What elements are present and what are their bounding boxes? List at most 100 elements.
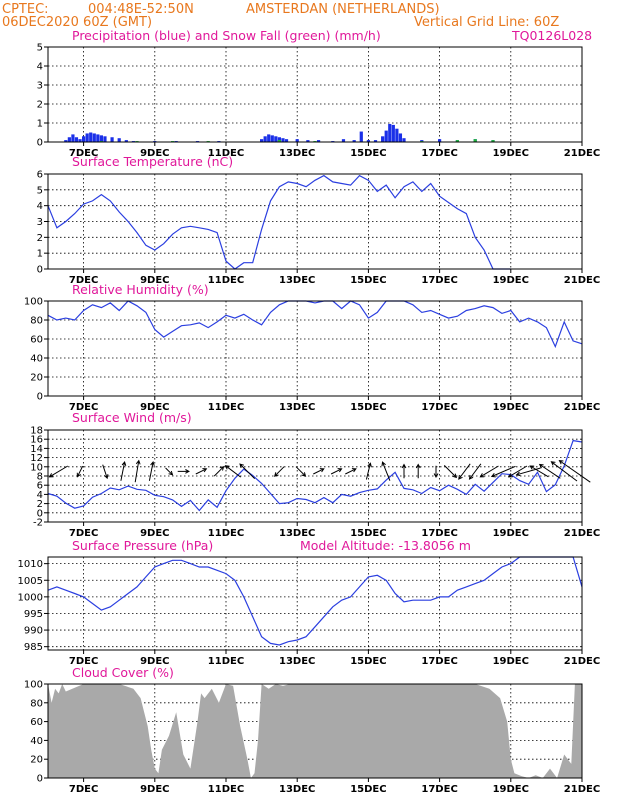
x-tick-label: 19DEC [493, 402, 529, 413]
y-tick-label: -2 [33, 518, 43, 529]
y-tick-label: 4 [37, 62, 43, 73]
x-tick-label: 9DEC [140, 148, 169, 159]
plot-frame [47, 683, 583, 779]
precip-bar [267, 134, 271, 142]
precip-bar [110, 137, 114, 142]
y-tick-label: 1 [37, 119, 43, 130]
plot-frame [47, 46, 583, 143]
x-tick-label: 11DEC [208, 784, 244, 795]
y-tick-label: 0 [37, 774, 43, 785]
x-tick-label: 15DEC [350, 784, 386, 795]
precip-bar [89, 132, 93, 142]
x-tick-label: 15DEC [350, 528, 386, 539]
y-tick-label: 3 [37, 81, 43, 92]
x-tick-label: 13DEC [279, 148, 315, 159]
x-tick-label: 7DEC [69, 148, 98, 159]
precip-bar [270, 135, 274, 142]
wind-arrow [529, 465, 549, 478]
wind-arrow [148, 460, 155, 481]
x-tick-label: 13DEC [279, 528, 315, 539]
precip-bar [388, 123, 392, 142]
precip-bar [103, 136, 107, 142]
header-city: AMSTERDAN (NETHERLANDS) [246, 2, 440, 17]
precip-bar [99, 135, 103, 142]
header-source: CPTEC: [2, 2, 49, 17]
y-tick-label: 12 [30, 453, 43, 464]
wind-arrow [224, 465, 241, 478]
wind-arrow [273, 466, 285, 477]
precip-plot: 0 1 2 3 4 5 7DEC 9DEC 11DEC 13DEC 15DEC 17DEC 19DEC 2… [37, 43, 601, 160]
y-tick-label: 5 [37, 43, 43, 54]
x-tick-label: 7DEC [69, 528, 98, 539]
precip-bar [384, 130, 388, 142]
wind-arrow [177, 469, 190, 474]
y-tick-label: 1000 [18, 592, 43, 603]
wind-arrow [550, 461, 578, 482]
y-tick-label: 40 [30, 354, 43, 365]
wind-arrow [507, 465, 528, 478]
wind-arrow [479, 465, 499, 478]
cloud-area [48, 684, 582, 778]
pressure-panel: Surface Pressure (hPa) Model Altitude: -… [18, 538, 601, 667]
wind-arrow [401, 463, 407, 479]
wind-arrow [490, 465, 516, 478]
wind-arrow [415, 463, 421, 479]
precip-bar [341, 139, 346, 142]
y-tick-label: 0 [37, 508, 43, 519]
y-tick-label: 6 [37, 170, 43, 181]
y-tick-label: 8 [37, 472, 43, 483]
wind-arrow [515, 467, 541, 477]
x-tick-label: 9DEC [140, 402, 169, 413]
y-tick-label: 40 [30, 736, 43, 747]
x-tick-label: 15DEC [350, 275, 386, 286]
precip-bar [284, 139, 289, 142]
y-tick-label: 2 [37, 499, 43, 510]
header-date: 06DEC2020 60Z (GMT) [2, 15, 152, 30]
x-tick-label: 17DEC [421, 402, 457, 413]
cloud-plot: 0 20 40 60 80 100 7DEC 9DEC 11DEC 13DEC 15DEC 17DEC… [24, 680, 600, 796]
y-tick-label: 0 [37, 138, 43, 149]
header-grid-note: Vertical Grid Line: 60Z [414, 15, 559, 30]
x-tick-label: 7DEC [69, 656, 98, 667]
wind-arrow [76, 465, 84, 478]
humidity-panel: Relative Humidity (%) 0 20 40 60 80 100 7DEC 9D… [24, 282, 600, 413]
y-tick-label: 1010 [18, 559, 43, 570]
humidity-plot: 0 20 40 60 80 100 7DEC 9DEC 11DEC 13DEC 15DEC 17DEC… [24, 297, 600, 414]
y-tick-label: 2 [37, 233, 43, 244]
plot-frame [47, 556, 583, 651]
x-tick-label: 13DEC [279, 275, 315, 286]
x-tick-label: 19DEC [493, 784, 529, 795]
x-tick-label: 11DEC [208, 275, 244, 286]
precip-bar [359, 131, 363, 142]
x-tick-label: 19DEC [493, 148, 529, 159]
humidity-title: Relative Humidity (%) [72, 282, 209, 297]
x-tick-label: 13DEC [279, 402, 315, 413]
precip-bar [74, 137, 79, 142]
wind-arrow [433, 465, 439, 479]
wind-arrow [213, 465, 225, 477]
x-tick-label: 9DEC [140, 275, 169, 286]
y-tick-label: 2 [37, 100, 43, 111]
x-tick-label: 13DEC [279, 784, 315, 795]
y-tick-label: 60 [30, 335, 43, 346]
y-tick-label: 0 [37, 392, 43, 403]
series-line [47, 556, 583, 646]
y-tick-label: 1 [37, 249, 43, 260]
x-tick-label: 21DEC [564, 656, 600, 667]
series-line [47, 439, 583, 512]
y-tick-label: 60 [30, 717, 43, 728]
series-line [47, 174, 511, 270]
y-tick-label: 80 [30, 698, 43, 709]
precip-bar [85, 133, 89, 142]
x-tick-label: 21DEC [564, 528, 600, 539]
precip-bar [391, 124, 395, 142]
y-tick-label: 10 [30, 462, 43, 473]
x-tick-label: 13DEC [279, 656, 315, 667]
model-altitude: Model Altitude: -13.8056 m [300, 538, 471, 553]
y-tick-label: 80 [30, 316, 43, 327]
wind-arrow [365, 462, 372, 480]
wind-arrow [468, 463, 482, 480]
x-tick-label: 19DEC [493, 275, 529, 286]
